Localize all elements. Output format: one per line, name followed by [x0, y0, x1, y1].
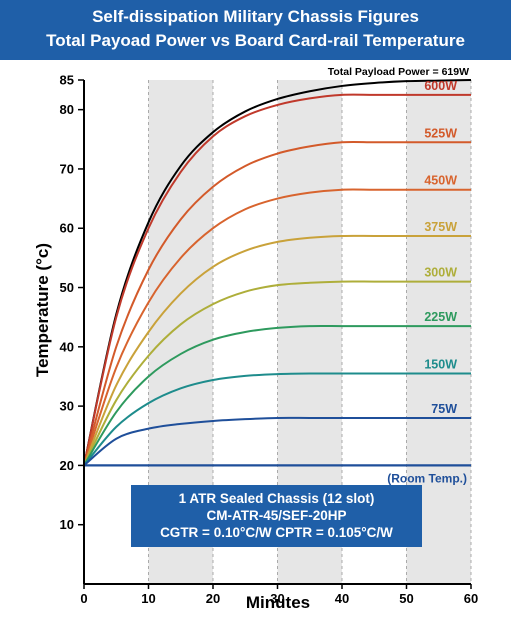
series-label-8: 75W: [431, 402, 457, 416]
y-tick-label-20: 20: [60, 458, 74, 473]
y-tick-label-10: 10: [60, 517, 74, 532]
series-label-2: 525W: [424, 126, 457, 140]
series-line-4: [83, 234, 471, 466]
series-label-7: 150W: [424, 358, 457, 372]
series-label-3: 450W: [424, 174, 457, 188]
x-tick-label-40: 40: [335, 591, 349, 606]
x-tick-label-30: 30: [270, 591, 284, 606]
series-label-5: 300W: [424, 266, 457, 280]
series-lines: [83, 79, 472, 467]
temperature-chart: 10 20 30 40 50 60 70 80 85 0 10 20 30 40 50 60 (Room Te…: [33, 66, 479, 612]
y-tick-label-30: 30: [60, 399, 74, 414]
series-line-3: [83, 188, 471, 466]
room-temp-label: (Room Temp.): [387, 471, 467, 485]
series-line-7: [83, 372, 471, 467]
series-line-1: [83, 93, 471, 466]
shaded-bands: [148, 80, 471, 584]
info-line-3: CGTR = 0.10°C/W CPTR = 0.105°C/W: [160, 525, 393, 540]
series-label-4: 375W: [424, 220, 457, 234]
series-label-6: 225W: [424, 310, 457, 324]
chart-title-line-2: Total Payoad Power vs Board Card-rail Te…: [46, 31, 465, 50]
chart-header: Self-dissipation Military Chassis Figure…: [0, 0, 511, 60]
x-tick-label-60: 60: [464, 591, 478, 606]
chart-title-line-1: Self-dissipation Military Chassis Figure…: [92, 7, 419, 26]
y-tick-label-70: 70: [60, 161, 74, 176]
series-line-2: [83, 140, 471, 466]
x-axis-label: Minutes: [246, 593, 310, 612]
series-line-6: [83, 324, 471, 466]
chassis-info-box: 1 ATR Sealed Chassis (12 slot) CM-ATR-45…: [131, 485, 422, 547]
y-tick-label-50: 50: [60, 280, 74, 295]
axes: 10 20 30 40 50 60 70 80 85 0 10 20 30 40 50 60: [60, 73, 479, 607]
info-line-2: CM-ATR-45/SEF-20HP: [206, 508, 347, 523]
series-label-0: Total Payload Power = 619W: [328, 66, 469, 78]
info-line-1: 1 ATR Sealed Chassis (12 slot): [178, 491, 375, 506]
series-labels: (Room Temp.) Total Payload Power = 619W60…: [328, 66, 469, 485]
x-tick-label-50: 50: [399, 591, 413, 606]
x-tick-label-0: 0: [80, 591, 87, 606]
series-line-5: [83, 280, 471, 466]
y-tick-label-80: 80: [60, 102, 74, 117]
series-line-0: [83, 79, 472, 466]
x-tick-label-20: 20: [206, 591, 220, 606]
series-label-1: 600W: [424, 79, 457, 93]
series-line-8: [83, 416, 471, 467]
y-tick-label-40: 40: [60, 339, 74, 354]
y-tick-label-60: 60: [60, 221, 74, 236]
x-tick-label-10: 10: [141, 591, 155, 606]
y-tick-label-85: 85: [60, 73, 74, 88]
y-axis-label: Temperature (°c): [33, 243, 52, 377]
